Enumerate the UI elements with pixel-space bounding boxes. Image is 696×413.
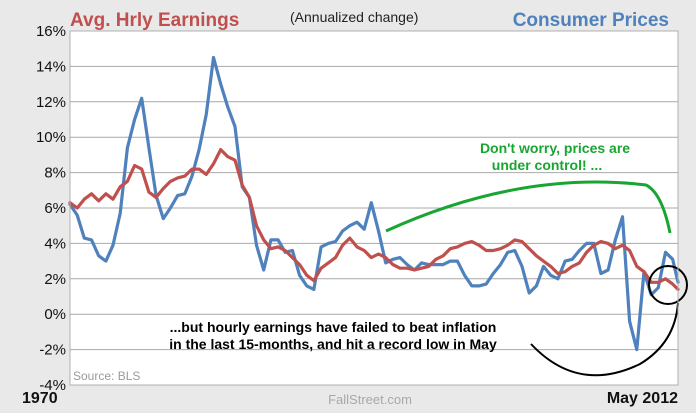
cpi-series-line: [68, 55, 680, 352]
y-tick-label: 10%: [36, 129, 66, 146]
y-tick-label: 16%: [36, 23, 66, 40]
y-tick-label: 6%: [44, 200, 66, 217]
plot-border: [69, 30, 679, 386]
x-start-label: 1970: [22, 390, 58, 407]
y-tick-label: 8%: [44, 165, 66, 182]
connector-arc: [530, 302, 679, 377]
black-annotation-line1: ...but hourly earnings have failed to be…: [170, 319, 497, 335]
y-tick-label: 4%: [44, 235, 66, 252]
y-tick-label: -4%: [39, 377, 66, 394]
y-tick-label: 12%: [36, 94, 66, 111]
green-annotation-line1: Don't worry, prices are: [480, 140, 630, 156]
source-label: Source: BLS: [73, 369, 140, 383]
y-tick-label: 2%: [44, 271, 66, 288]
cpi-title: Consumer Prices: [513, 10, 669, 31]
earnings-series-line: [68, 148, 680, 291]
earnings-title: Avg. Hrly Earnings: [70, 10, 239, 31]
chart-subtitle: (Annualized change): [290, 9, 418, 25]
y-tick-label: -2%: [39, 342, 66, 359]
y-axis-tick-labels: 16% 14% 12% 10% 8% 6% 4% 2% 0% -2% -4%: [36, 23, 66, 394]
y-tick-label: 14%: [36, 58, 66, 75]
y-tick-label: 0%: [44, 306, 66, 323]
green-annotation-line2: under control! ...: [492, 157, 602, 173]
highlight-circle: [648, 265, 688, 305]
x-end-label: May 2012: [607, 390, 678, 407]
data-series: [68, 55, 680, 352]
black-annotation-line2: in the last 15-months, and hit a record …: [169, 336, 497, 352]
watermark: FallStreet.com: [328, 392, 412, 407]
green-trend-arc: [385, 180, 672, 234]
